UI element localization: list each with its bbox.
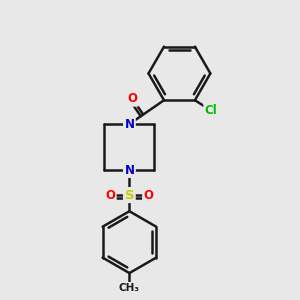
- Text: Cl: Cl: [205, 104, 218, 117]
- Text: O: O: [105, 189, 115, 202]
- Text: N: N: [124, 118, 134, 130]
- Text: N: N: [124, 164, 134, 176]
- Text: CH₃: CH₃: [119, 283, 140, 293]
- Text: O: O: [128, 92, 137, 105]
- Text: S: S: [124, 189, 134, 202]
- Text: O: O: [143, 189, 154, 202]
